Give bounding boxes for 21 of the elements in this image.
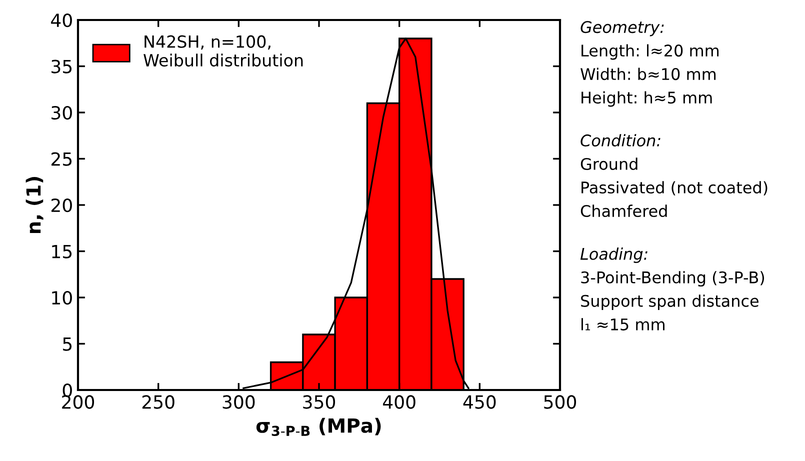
x-tick-label: 400 [382,395,416,409]
y-tick-label: 30 [52,106,72,120]
y-tick-label: 35 [52,60,72,74]
text: Geometry: Length: l≈20 mm Width: b≈10 mm Height: h≈5 mm [580,21,719,107]
x-tick-label: 350 [303,395,336,409]
text: Condition: Ground Passivated (not coated) Chamfered [580,134,768,218]
x-tick-label: 200 [62,395,94,409]
y-tick-label: 20 [51,198,72,212]
y-tick-label: 5 [63,337,72,351]
legend-label: N42SH, n=100, Weibull distribution [144,35,303,67]
y-tick-label: 40 [51,13,72,28]
x-axis-title: σ$_{3-P-B}$ (MPa) [256,418,381,436]
y-axis-title: n, (1) [26,177,44,234]
y-tick-label: 25 [51,152,72,166]
x-tick-label: 450 [463,395,496,409]
x-tick-label: 500 [544,395,576,409]
x-tick-label: 300 [222,395,255,409]
text: Loading: 3-Point-Bending (3-P-B) Support span distance l₁ ≈15 mm [580,248,764,330]
x-tick-label: 250 [142,395,174,409]
y-tick-label: 10 [52,290,72,305]
y-tick-label: 15 [52,244,72,258]
